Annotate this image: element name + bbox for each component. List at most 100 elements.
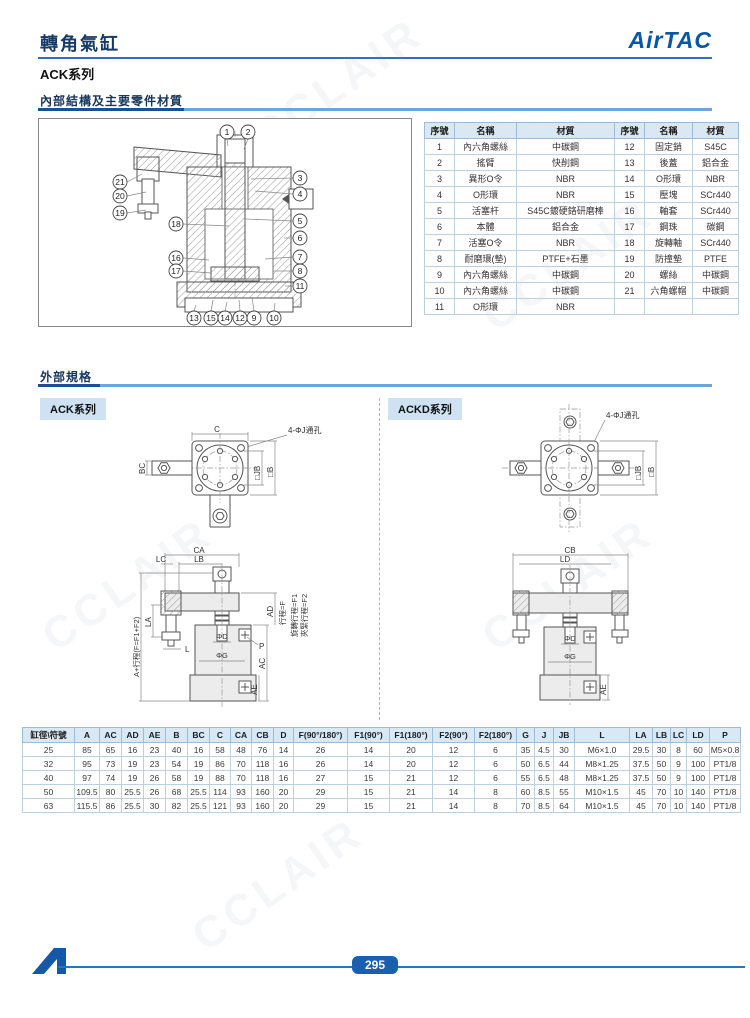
- table-cell: 60: [686, 742, 710, 757]
- balloon-18: 18: [168, 216, 184, 232]
- table-cell: 11: [424, 298, 455, 315]
- table-cell: 160: [251, 784, 274, 799]
- svg-text:12: 12: [235, 313, 245, 323]
- dim-d: ΦD: [216, 632, 228, 641]
- svg-text:16: 16: [171, 253, 181, 263]
- table-cell: [644, 298, 693, 315]
- table-cell: 21: [389, 798, 433, 813]
- clamp-tip: [144, 211, 152, 220]
- table-cell: 48: [230, 742, 252, 757]
- table-cell: 9: [424, 266, 455, 283]
- table-row: 50 109.5 80 25.5 26 68 25.5 114 93 160 20 29 15 21 14 8…: [22, 784, 741, 799]
- table-cell: PT1/8: [709, 798, 741, 813]
- page-title: 轉角氣缸: [40, 34, 120, 54]
- table-cell: NBR: [516, 234, 615, 251]
- section-underline: [38, 384, 712, 387]
- dim-ae: AE: [599, 684, 608, 695]
- table-cell: 29: [293, 784, 348, 799]
- balloon-17: 17: [168, 263, 184, 279]
- table-row: 6 本體 鋁合金 17 鋼珠 碳鋼: [424, 218, 739, 235]
- table-row: 3 異形O令 NBR 14 O形環 NBR: [424, 170, 739, 187]
- table-cell: 8.5: [534, 798, 554, 813]
- svg-text:3: 3: [298, 173, 303, 183]
- dim-jb: □JB: [634, 466, 643, 480]
- ackd-top-view-drawing: 4-ΦJ通孔 □JB □B: [502, 404, 658, 532]
- svg-text:8: 8: [298, 266, 303, 276]
- dim-d: ΦD: [564, 634, 576, 643]
- table-cell: 6: [474, 742, 517, 757]
- table-cell: 6: [474, 770, 517, 785]
- table-cell: 118: [251, 756, 274, 771]
- table-cell: 13: [614, 154, 645, 171]
- table-cell: 54: [165, 756, 188, 771]
- table-cell: 15: [347, 798, 390, 813]
- dim-lc: LC: [156, 555, 166, 564]
- top-bolt: [224, 138, 246, 164]
- table-cell: 26: [143, 770, 166, 785]
- table-cell: 後蓋: [644, 154, 693, 171]
- table-cell: 27: [293, 770, 348, 785]
- table-cell: 中碳鋼: [692, 266, 739, 283]
- table-cell: 鋁合金: [516, 218, 615, 235]
- svg-text:20: 20: [115, 191, 125, 201]
- table-cell: 40: [165, 742, 188, 757]
- table-cell: 7: [424, 234, 455, 251]
- table-cell: 50: [516, 756, 535, 771]
- table-row: 63 115.5 86 25.5 30 82 25.5 121 93 160 20 29 15 21 14 8…: [22, 798, 741, 813]
- table-cell: 20: [389, 756, 433, 771]
- table-cell: 25.5: [187, 798, 210, 813]
- footer-logo-mark: [32, 948, 66, 974]
- table-cell: 14: [347, 742, 390, 757]
- column-header: LA: [629, 727, 653, 743]
- table-row: 8 耐磨環(墊) PTFE+石墨 19 防撞墊 PTFE: [424, 250, 739, 267]
- table-cell: [692, 298, 739, 315]
- table-cell: 15: [614, 186, 645, 203]
- table-cell: 73: [99, 756, 122, 771]
- table-cell: S45C: [692, 138, 739, 155]
- table-cell: 74: [99, 770, 122, 785]
- table-cell: 160: [251, 798, 274, 813]
- table-cell: 壓塊: [644, 186, 693, 203]
- svg-text:15: 15: [206, 313, 216, 323]
- column-header: C: [209, 727, 231, 743]
- table-cell: 4.5: [534, 742, 554, 757]
- balloon-12: 12: [232, 310, 248, 326]
- table-cell: 93: [230, 798, 252, 813]
- bottom-arm-phantom: [559, 494, 581, 528]
- dim-bc: BC: [138, 463, 147, 474]
- table-cell: NBR: [516, 298, 615, 315]
- table-cell: SCr440: [692, 234, 739, 251]
- double-arm: [512, 592, 629, 614]
- table-cell: 115.5: [74, 798, 100, 813]
- table-cell: M8×1.25: [574, 756, 630, 771]
- column-header: 名稱: [454, 122, 517, 139]
- table-row: 1 內六角螺絲 中碳鋼 12 固定銷 S45C: [424, 138, 739, 155]
- column-header: F1(90°): [347, 727, 390, 743]
- column-header: D: [273, 727, 294, 743]
- table-cell: 18: [614, 234, 645, 251]
- table-cell: 鋁合金: [692, 154, 739, 171]
- table-cell: 12: [432, 756, 475, 771]
- table-cell: 55: [553, 784, 575, 799]
- table-cell: 21: [389, 784, 433, 799]
- column-header: J: [534, 727, 554, 743]
- ack-top-view-drawing: C 4-ΦJ通孔 BC □JB □B: [138, 425, 322, 528]
- table-cell: PT1/8: [709, 784, 741, 799]
- table-cell: 8.5: [534, 784, 554, 799]
- dim-ca: CA: [193, 546, 205, 555]
- table-cell: 44: [553, 756, 575, 771]
- table-cell: 12: [614, 138, 645, 155]
- internal-section-heading: 內部結構及主要零件材質: [40, 94, 184, 108]
- balloon-9: 9: [246, 310, 262, 326]
- dim-jb: □JB: [253, 466, 262, 480]
- table-cell: 100: [686, 770, 710, 785]
- table-cell: 17: [614, 218, 645, 235]
- table-cell: 19: [121, 770, 144, 785]
- table-cell: 95: [74, 756, 100, 771]
- svg-text:6: 6: [298, 233, 303, 243]
- table-cell: 活塞O令: [454, 234, 517, 251]
- table-cell: 16: [187, 742, 210, 757]
- table-cell: 內六角螺絲: [454, 138, 517, 155]
- table-cell: 15: [347, 770, 390, 785]
- table-cell: 97: [74, 770, 100, 785]
